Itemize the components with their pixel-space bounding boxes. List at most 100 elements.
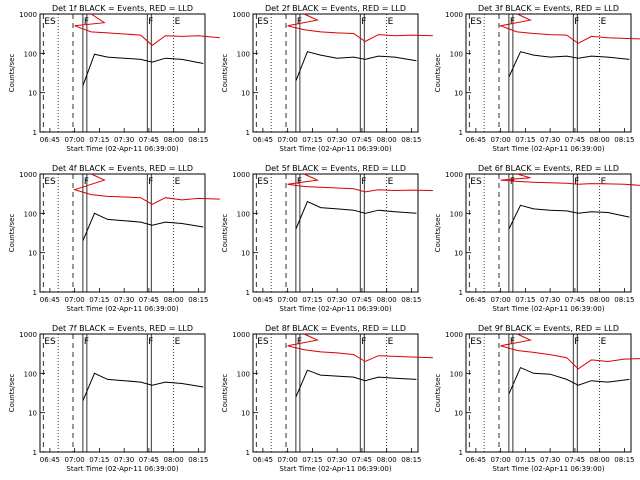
panel-title: Det 3f BLACK = Events, RED = LLD — [478, 4, 619, 13]
panel-title: Det 9f BLACK = Events, RED = LLD — [478, 324, 619, 333]
lld-series — [287, 173, 433, 193]
x-tick-label: 07:45 — [352, 456, 372, 464]
y-axis-label: Counts/sec — [434, 54, 442, 93]
x-tick-label: 06:45 — [40, 456, 60, 464]
x-tick-label: 07:00 — [278, 136, 298, 144]
panel-title: Det 6f BLACK = Events, RED = LLD — [478, 164, 619, 173]
events-series — [295, 200, 417, 230]
marker-label: F — [297, 17, 302, 27]
y-tick-label: 1 — [459, 449, 463, 457]
events-series — [508, 51, 630, 78]
y-tick-label: 1 — [459, 129, 463, 137]
panel-5: Det 5f BLACK = Events, RED = LLD 1 10 100 10… — [221, 164, 433, 313]
y-tick-label: 1000 — [445, 171, 463, 179]
lld-series — [287, 13, 433, 43]
x-tick-label: 07:00 — [65, 296, 85, 304]
x-tick-label: 08:15 — [614, 456, 634, 464]
y-axis-label: Counts/sec — [434, 214, 442, 253]
marker-label: F — [297, 337, 302, 347]
x-tick-label: 07:45 — [565, 136, 585, 144]
y-tick-label: 100 — [237, 50, 250, 58]
x-tick-label: 08:15 — [188, 296, 208, 304]
events-series — [508, 366, 630, 395]
y-tick-label: 100 — [24, 210, 37, 218]
y-axis-label: Counts/sec — [434, 374, 442, 413]
y-tick-label: 1 — [33, 289, 37, 297]
marker-label: ES — [44, 177, 56, 187]
y-tick-label: 100 — [24, 370, 37, 378]
panel-title: Det 2f BLACK = Events, RED = LLD — [265, 4, 406, 13]
panel-3: Det 3f BLACK = Events, RED = LLD 1 10 100 10… — [434, 4, 640, 153]
x-tick-label: 07:30 — [540, 136, 560, 144]
plot-frame — [39, 333, 206, 453]
lld-series — [498, 13, 640, 44]
x-tick-label: 08:00 — [590, 456, 610, 464]
x-tick-label: 07:30 — [327, 456, 347, 464]
marker-label: F — [510, 337, 515, 347]
plot-frame — [465, 13, 632, 133]
marker-label: F — [574, 17, 579, 27]
events-series — [82, 372, 204, 401]
panel-8: Det 8f BLACK = Events, RED = LLD 1 10 100 10… — [221, 324, 433, 473]
events-series — [82, 53, 204, 86]
y-tick-label: 1 — [459, 289, 463, 297]
x-axis-label: Start Time (02-Apr-11 06:39:00) — [492, 305, 604, 313]
x-tick-label: 08:15 — [614, 296, 634, 304]
x-tick-label: 07:15 — [89, 136, 109, 144]
y-tick-label: 1000 — [445, 11, 463, 19]
x-tick-label: 07:30 — [540, 456, 560, 464]
x-tick-label: 08:15 — [401, 296, 421, 304]
marker-label: ES — [470, 177, 482, 187]
x-tick-label: 07:30 — [114, 456, 134, 464]
x-tick-label: 08:15 — [188, 456, 208, 464]
marker-label: F — [148, 177, 153, 187]
x-tick-label: 08:00 — [377, 136, 397, 144]
y-tick-label: 1000 — [19, 171, 37, 179]
x-tick-label: 07:00 — [491, 136, 511, 144]
lld-series — [74, 13, 220, 46]
lld-series — [73, 173, 220, 205]
x-tick-label: 08:00 — [377, 456, 397, 464]
x-tick-label: 08:00 — [164, 136, 184, 144]
y-tick-label: 1000 — [445, 331, 463, 339]
panel-7: Det 7f BLACK = Events, RED = LLD 1 10 100 10… — [8, 324, 208, 473]
marker-label: ES — [470, 17, 482, 27]
marker-label: F — [510, 17, 515, 27]
y-tick-label: 1000 — [19, 331, 37, 339]
x-tick-label: 08:15 — [614, 136, 634, 144]
panel-9: Det 9f BLACK = Events, RED = LLD 1 10 100 10… — [434, 324, 640, 473]
x-axis-label: Start Time (02-Apr-11 06:39:00) — [279, 465, 391, 473]
x-axis-label: Start Time (02-Apr-11 06:39:00) — [279, 145, 391, 153]
marker-label: E — [601, 337, 607, 347]
marker-label: ES — [257, 337, 269, 347]
y-tick-label: 100 — [450, 50, 463, 58]
marker-label: F — [84, 337, 89, 347]
marker-label: ES — [257, 17, 269, 27]
y-tick-label: 100 — [237, 210, 250, 218]
x-tick-label: 08:15 — [401, 136, 421, 144]
x-tick-label: 07:00 — [278, 456, 298, 464]
marker-label: ES — [257, 177, 269, 187]
y-axis-label: Counts/sec — [221, 374, 229, 413]
y-tick-label: 1 — [33, 449, 37, 457]
x-tick-label: 07:45 — [139, 456, 159, 464]
x-tick-label: 07:00 — [278, 296, 298, 304]
x-tick-label: 07:00 — [65, 136, 85, 144]
marker-label: F — [297, 177, 302, 187]
x-tick-label: 06:45 — [466, 456, 486, 464]
y-tick-label: 100 — [24, 50, 37, 58]
y-tick-label: 10 — [28, 410, 37, 418]
y-tick-label: 1000 — [232, 171, 250, 179]
x-tick-label: 06:45 — [253, 456, 273, 464]
y-tick-label: 10 — [28, 90, 37, 98]
marker-label: E — [175, 177, 181, 187]
y-tick-label: 100 — [237, 370, 250, 378]
y-tick-label: 10 — [241, 250, 250, 258]
y-tick-label: 1000 — [232, 331, 250, 339]
x-tick-label: 07:15 — [302, 456, 322, 464]
plot-frame — [465, 333, 632, 453]
x-tick-label: 07:45 — [139, 296, 159, 304]
x-tick-label: 07:15 — [302, 136, 322, 144]
y-tick-label: 10 — [28, 250, 37, 258]
marker-label: E — [388, 337, 394, 347]
